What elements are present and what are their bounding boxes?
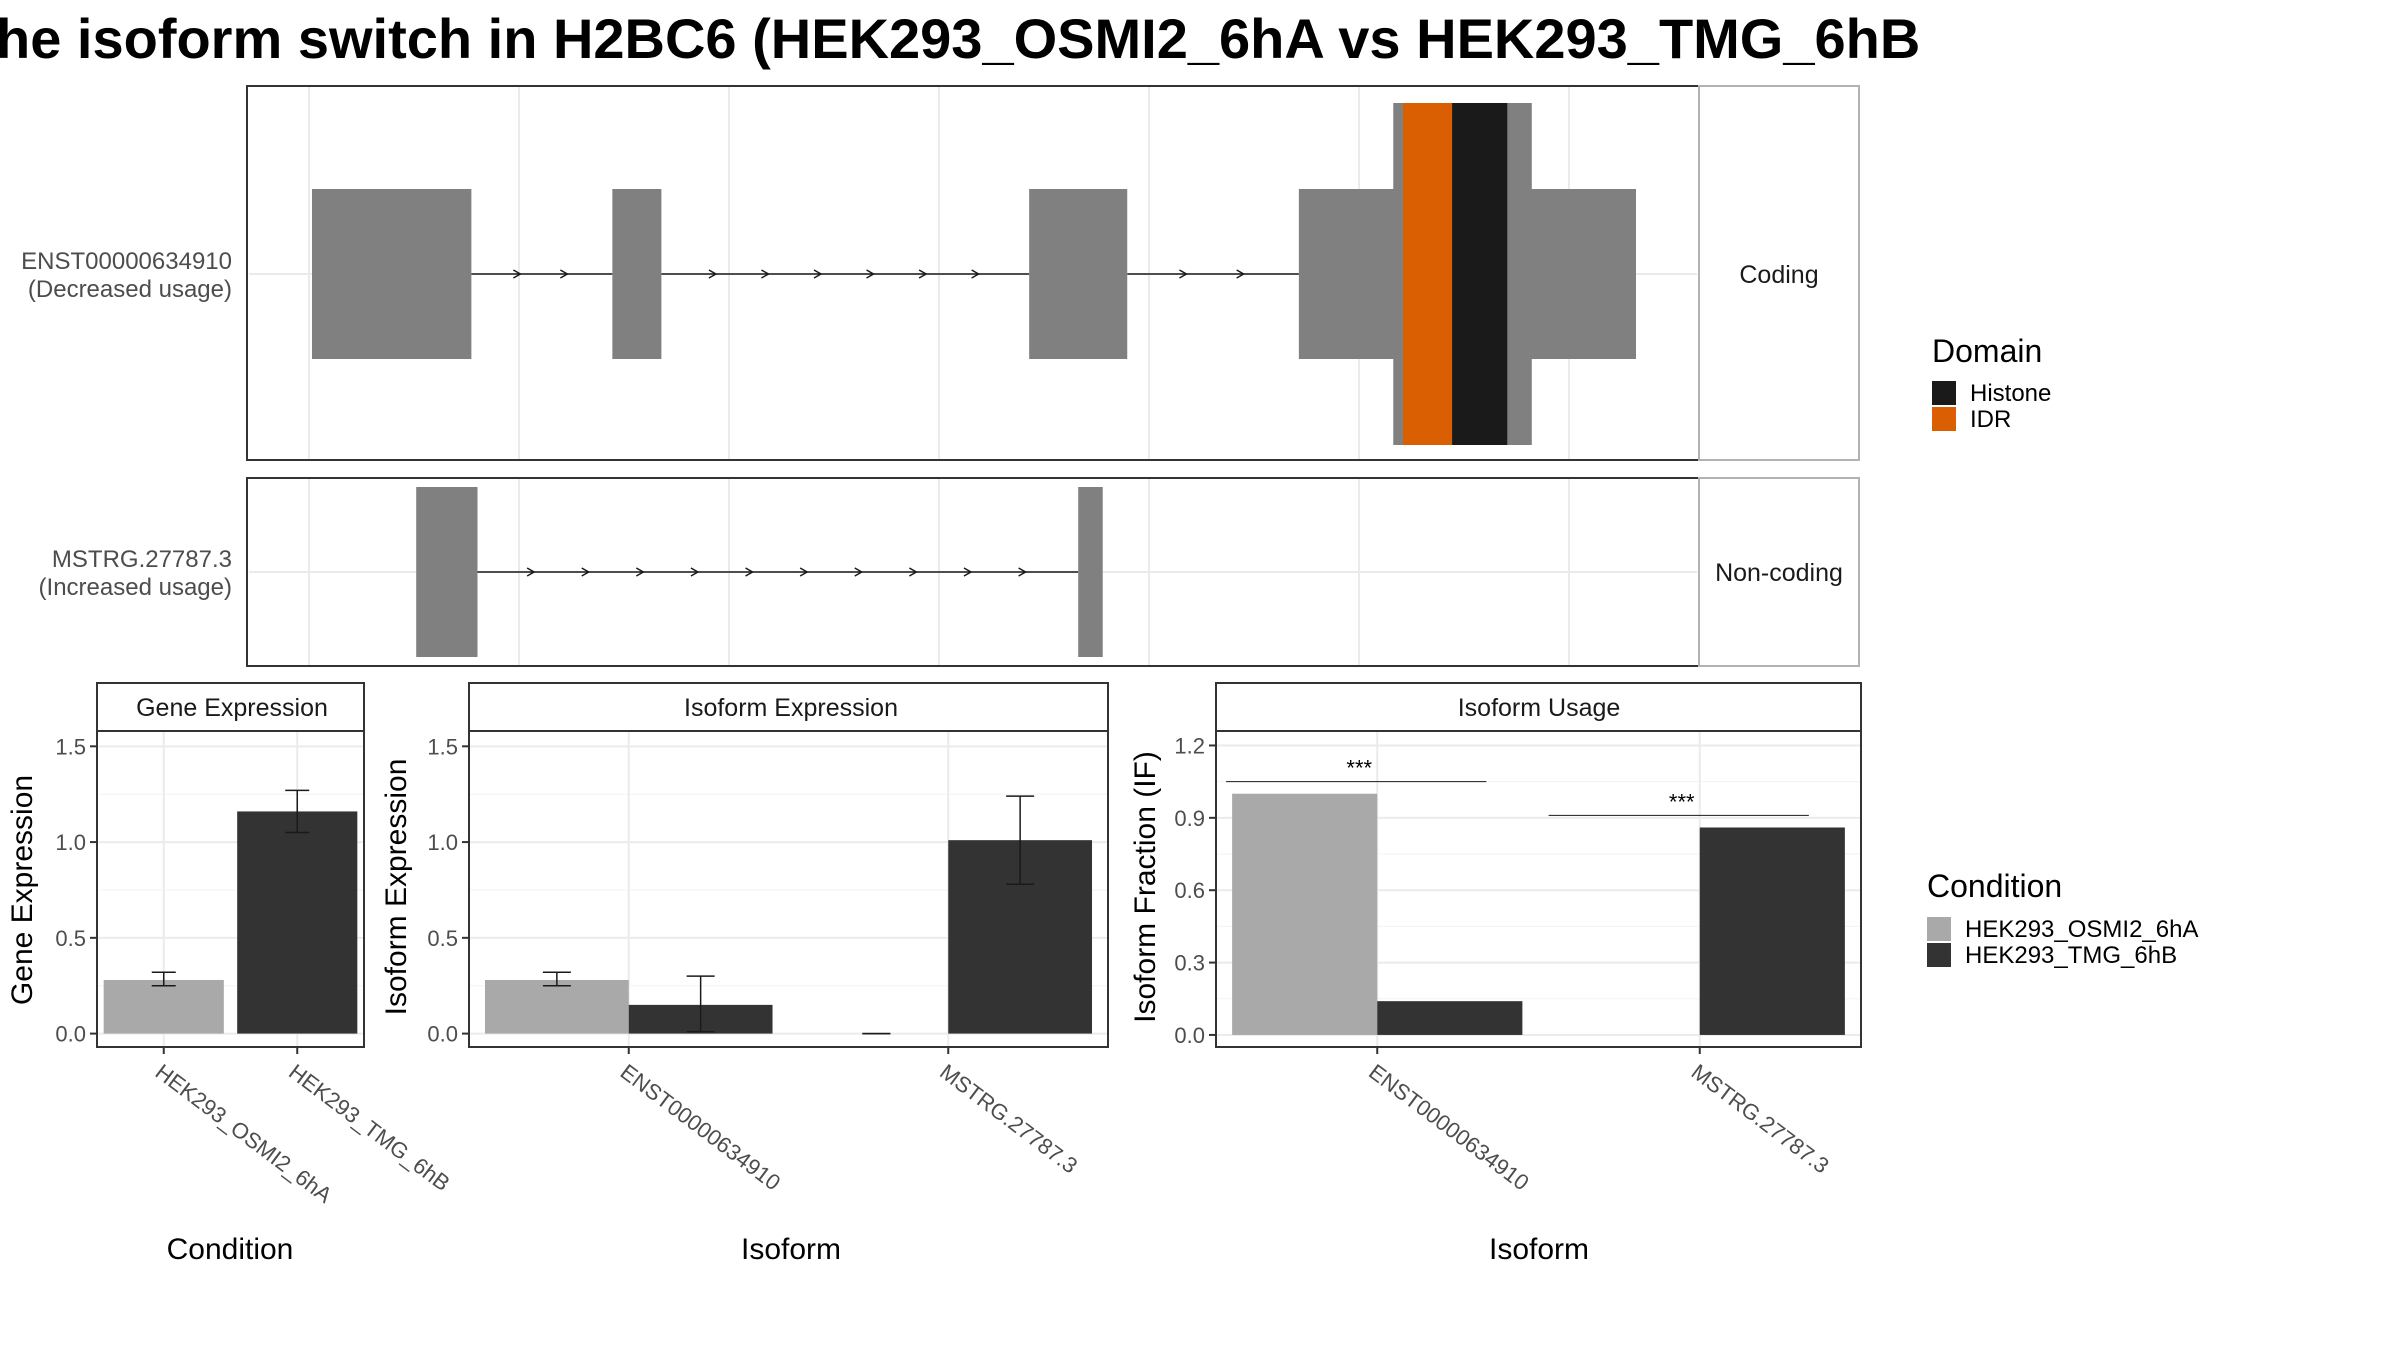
intron-arrow <box>909 567 918 577</box>
intron-arrow <box>581 567 591 577</box>
plot-border <box>96 730 365 1048</box>
intron-arrow <box>761 269 770 279</box>
intron-arrow <box>963 567 973 577</box>
figure-title: he isoform switch in H2BC6 (HEK293_OSMI2… <box>0 7 1920 70</box>
legend-label: IDR <box>1970 406 2011 433</box>
transcript-panel-noncoding: Non-coding MSTRG.27787.3 (Increased usag… <box>39 477 1860 667</box>
intron-arrow <box>799 567 809 577</box>
intron-arrow <box>1179 269 1188 279</box>
transcript-id-label: ENST00000634910 <box>21 248 232 275</box>
transcript-usage-label: (Increased usage) <box>39 574 232 601</box>
chart-strip-title: Gene Expression <box>136 694 328 722</box>
x-axis-title: Isoform <box>1489 1233 1589 1266</box>
bar <box>237 811 358 1034</box>
x-tick-label: MSTRG.27787.3 <box>1687 1059 1834 1178</box>
intron-arrow <box>512 269 522 279</box>
y-tick-label: 0.5 <box>55 926 86 951</box>
bar <box>484 979 629 1034</box>
chart-strip <box>468 682 1109 732</box>
strip-label-coding: Coding <box>1739 261 1818 289</box>
isoform-expression-chart: Isoform Expression Isoform Isoform Expre… <box>380 682 1109 1266</box>
legend-title: Domain <box>1932 333 2042 369</box>
y-tick-label: 1.5 <box>55 734 86 759</box>
intron-arrow <box>690 567 700 577</box>
chart-strip <box>96 682 365 732</box>
y-axis-title: Gene Expression <box>6 775 39 1005</box>
significance-label: *** <box>1669 789 1695 814</box>
isoform-usage-chart: Isoform Usage Isoform Isoform Fraction (… <box>1129 682 1862 1266</box>
bar <box>1377 1001 1523 1035</box>
exon-block <box>1029 189 1128 359</box>
domain-block-histone <box>1452 103 1508 445</box>
y-tick-label: 0.9 <box>1174 806 1205 831</box>
chart-strip-title: Isoform Usage <box>1458 694 1621 722</box>
y-tick-label: 0.5 <box>427 926 458 951</box>
intron-arrow <box>745 567 755 577</box>
y-tick-label: 1.5 <box>427 734 458 759</box>
domain-legend: Domain Histone IDR <box>1932 333 2051 433</box>
intron-arrow <box>1236 269 1246 279</box>
legend-label: HEK293_OSMI2_6hA <box>1965 916 2198 943</box>
significance-label: *** <box>1346 756 1372 781</box>
exon-block <box>416 487 478 657</box>
x-axis-title: Isoform <box>741 1233 841 1266</box>
y-axis-title: Isoform Fraction (IF) <box>1129 751 1162 1023</box>
y-tick-label: 0.0 <box>1174 1023 1205 1048</box>
intron-arrow <box>708 269 718 279</box>
y-tick-label: 0.0 <box>427 1022 458 1047</box>
transcript-panel-coding: Coding ENST00000634910 (Decreased usage) <box>21 85 1860 461</box>
intron-arrow <box>813 269 823 279</box>
x-tick-label: ENST00000634910 <box>616 1059 785 1195</box>
legend-swatch-osmi2 <box>1927 917 1951 941</box>
y-tick-label: 1.0 <box>427 830 458 855</box>
legend-swatch-idr <box>1932 407 1956 431</box>
bar <box>103 979 224 1034</box>
strip-label-noncoding: Non-coding <box>1715 559 1843 587</box>
legend-label: Histone <box>1970 380 2051 407</box>
exon-block <box>312 189 472 359</box>
y-tick-label: 1.2 <box>1174 733 1205 758</box>
intron-arrow <box>526 567 536 577</box>
exon-block <box>1078 487 1103 657</box>
legend-swatch-tmg <box>1927 943 1951 967</box>
condition-legend: Condition HEK293_OSMI2_6hA HEK293_TMG_6h… <box>1927 868 2198 969</box>
intron-arrow <box>635 567 645 577</box>
intron-arrow <box>866 269 876 279</box>
transcript-usage-label: (Decreased usage) <box>28 276 232 303</box>
legend-swatch-histone <box>1932 381 1956 405</box>
plot-border <box>468 730 1109 1048</box>
bar <box>1232 793 1378 1035</box>
y-axis-title: Isoform Expression <box>380 759 413 1016</box>
legend-label: HEK293_TMG_6hB <box>1965 942 2177 969</box>
plot-border <box>1215 730 1862 1048</box>
chart-strip-title: Isoform Expression <box>684 694 898 722</box>
x-axis-title: Condition <box>167 1233 294 1266</box>
intron-arrow <box>854 567 864 577</box>
bar <box>1699 827 1845 1035</box>
transcript-id-label: MSTRG.27787.3 <box>52 546 232 573</box>
intron-arrow <box>1018 567 1028 577</box>
x-tick-label: ENST00000634910 <box>1364 1059 1533 1195</box>
intron-arrow <box>971 269 981 279</box>
x-tick-label: MSTRG.27787.3 <box>935 1059 1082 1178</box>
y-tick-label: 1.0 <box>55 830 86 855</box>
domain-block-idr <box>1403 103 1453 445</box>
legend-title: Condition <box>1927 868 2062 904</box>
exon-block <box>612 189 662 359</box>
y-tick-label: 0.3 <box>1174 951 1205 976</box>
intron-arrow <box>559 269 569 279</box>
y-tick-label: 0.6 <box>1174 878 1205 903</box>
intron-arrow <box>918 269 928 279</box>
y-tick-label: 0.0 <box>55 1022 86 1047</box>
